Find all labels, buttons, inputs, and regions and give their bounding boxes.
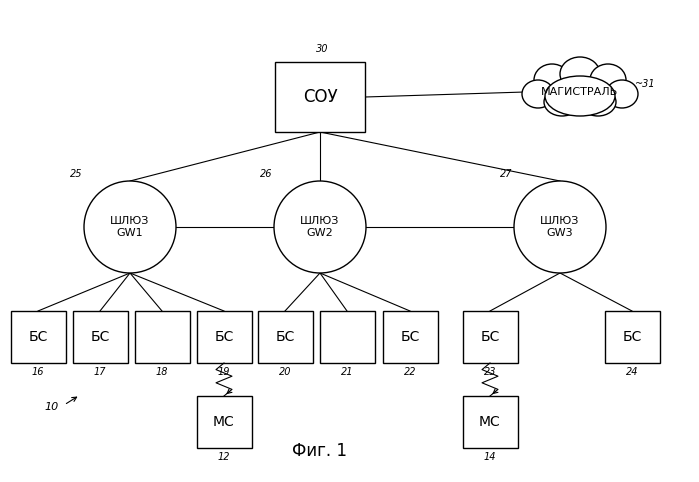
Bar bbox=[319, 311, 375, 363]
Bar bbox=[73, 311, 127, 363]
Text: 24: 24 bbox=[626, 367, 638, 377]
Text: 16: 16 bbox=[31, 367, 44, 377]
Text: 19: 19 bbox=[218, 367, 230, 377]
Bar bbox=[134, 311, 189, 363]
Text: БС: БС bbox=[215, 330, 233, 344]
Ellipse shape bbox=[522, 80, 554, 108]
Bar bbox=[10, 311, 66, 363]
Text: ШЛЮЗ
GW2: ШЛЮЗ GW2 bbox=[301, 216, 340, 238]
Ellipse shape bbox=[590, 64, 626, 96]
Text: 25: 25 bbox=[69, 169, 82, 179]
Bar bbox=[382, 311, 438, 363]
Text: ШЛЮЗ
GW3: ШЛЮЗ GW3 bbox=[540, 216, 579, 238]
Text: БС: БС bbox=[90, 330, 110, 344]
Text: БС: БС bbox=[480, 330, 500, 344]
Bar bbox=[605, 311, 659, 363]
Text: 30: 30 bbox=[316, 44, 329, 54]
Text: 20: 20 bbox=[279, 367, 291, 377]
Text: 22: 22 bbox=[404, 367, 416, 377]
Ellipse shape bbox=[606, 80, 638, 108]
Ellipse shape bbox=[580, 88, 616, 116]
Text: 27: 27 bbox=[500, 169, 512, 179]
Text: 17: 17 bbox=[94, 367, 106, 377]
Text: БС: БС bbox=[275, 330, 295, 344]
Text: МАГИСТРАЛЬ: МАГИСТРАЛЬ bbox=[541, 87, 619, 97]
Bar bbox=[196, 311, 252, 363]
Ellipse shape bbox=[534, 64, 570, 96]
Bar bbox=[463, 396, 517, 448]
Text: 23: 23 bbox=[484, 367, 496, 377]
Text: БС: БС bbox=[29, 330, 48, 344]
Ellipse shape bbox=[560, 57, 600, 91]
Text: МС: МС bbox=[479, 415, 501, 429]
Bar bbox=[257, 311, 312, 363]
Circle shape bbox=[84, 181, 176, 273]
Text: 14: 14 bbox=[484, 452, 496, 462]
Text: 21: 21 bbox=[340, 367, 353, 377]
Text: СОУ: СОУ bbox=[303, 88, 338, 106]
Bar bbox=[196, 396, 252, 448]
Text: Фиг. 1: Фиг. 1 bbox=[292, 442, 347, 460]
Ellipse shape bbox=[544, 88, 580, 116]
Text: 12: 12 bbox=[218, 452, 230, 462]
Bar bbox=[463, 311, 517, 363]
Ellipse shape bbox=[545, 76, 615, 116]
Text: 26: 26 bbox=[259, 169, 272, 179]
Bar bbox=[275, 62, 365, 132]
Text: 10: 10 bbox=[45, 402, 59, 412]
Text: МС: МС bbox=[213, 415, 235, 429]
Text: ~31: ~31 bbox=[635, 79, 656, 89]
Text: ШЛЮЗ
GW1: ШЛЮЗ GW1 bbox=[110, 216, 150, 238]
Text: БС: БС bbox=[401, 330, 419, 344]
Circle shape bbox=[514, 181, 606, 273]
Text: БС: БС bbox=[622, 330, 642, 344]
Circle shape bbox=[274, 181, 366, 273]
Text: 18: 18 bbox=[156, 367, 168, 377]
